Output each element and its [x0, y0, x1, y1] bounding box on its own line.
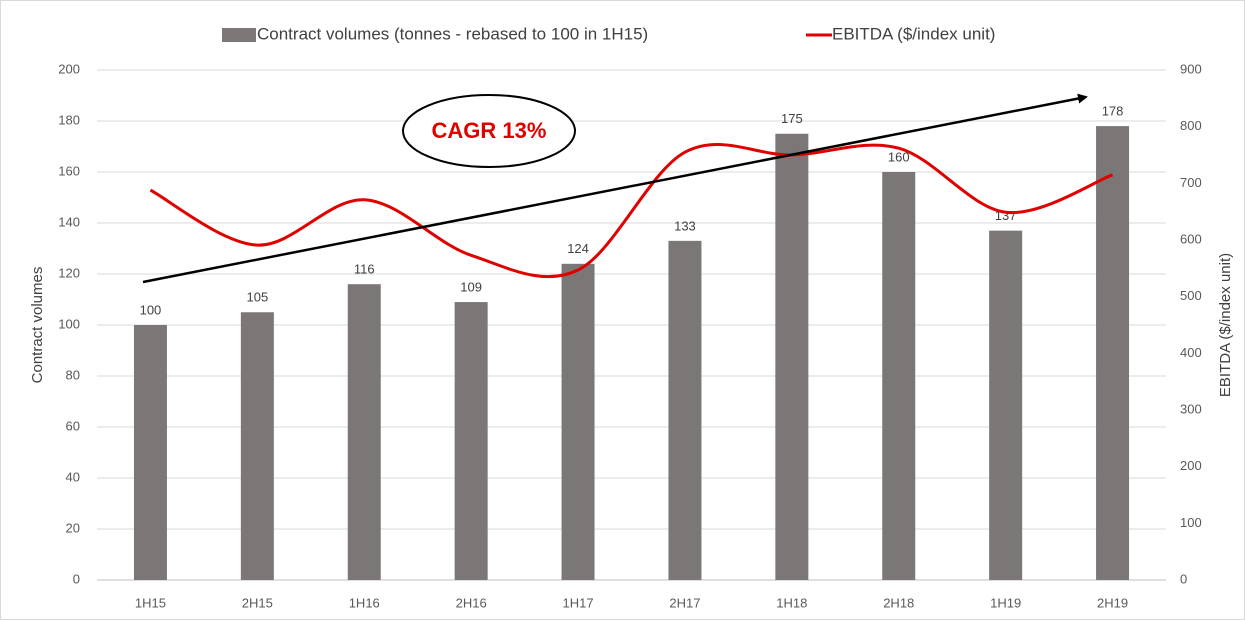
- y-tick-label: 120: [58, 265, 80, 280]
- y2-axis-title: EBITDA ($/index unit): [1217, 253, 1234, 397]
- x-tick-label: 2H18: [883, 595, 914, 610]
- bar: [347, 284, 381, 580]
- x-tick-label: 1H16: [349, 595, 380, 610]
- legend-label: Contract volumes (tonnes - rebased to 10…: [257, 24, 648, 43]
- y2-tick-label: 500: [1180, 288, 1202, 303]
- y2-tick-label: 400: [1180, 345, 1202, 360]
- x-tick-label: 1H18: [776, 595, 807, 610]
- data-label: 100: [140, 302, 162, 317]
- y-tick-label: 140: [58, 214, 80, 229]
- trend-arrow: [142, 93, 1088, 284]
- y2-tick-label: 900: [1180, 61, 1202, 76]
- data-label: 178: [1102, 104, 1124, 119]
- y-tick-label: 20: [66, 520, 80, 535]
- legend-swatch: [222, 28, 256, 42]
- y-tick-label: 0: [73, 571, 80, 586]
- data-label: 124: [567, 241, 589, 256]
- bar: [775, 133, 809, 580]
- bar: [989, 230, 1023, 580]
- bar: [454, 302, 488, 580]
- y2-tick-label: 100: [1180, 515, 1202, 530]
- bar: [133, 325, 167, 580]
- x-tick-label: 1H15: [135, 595, 166, 610]
- x-tick-label: 1H17: [563, 595, 594, 610]
- y-tick-label: 200: [58, 61, 80, 76]
- data-label: 175: [781, 111, 803, 126]
- y2-tick-label: 200: [1180, 458, 1202, 473]
- x-tick-label: 2H15: [242, 595, 273, 610]
- x-tick-label: 2H16: [456, 595, 487, 610]
- y2-tick-label: 800: [1180, 118, 1202, 133]
- bar: [240, 312, 274, 580]
- data-label: 105: [246, 290, 268, 305]
- data-label: 109: [460, 279, 482, 294]
- y-axis-title: Contract volumes: [29, 267, 46, 384]
- bar: [882, 172, 916, 580]
- bar: [1096, 126, 1130, 580]
- y-tick-label: 40: [66, 469, 80, 484]
- line: [149, 142, 1114, 279]
- y-tick-label: 80: [66, 367, 80, 382]
- y2-tick-label: 300: [1180, 401, 1202, 416]
- data-label: 116: [354, 262, 375, 277]
- x-tick-label: 2H17: [669, 595, 700, 610]
- annotation: CAGR 13%: [432, 118, 547, 143]
- bar: [561, 263, 595, 580]
- bar: [668, 240, 702, 580]
- annotation-ellipse: [402, 94, 576, 168]
- legend-label: EBITDA ($/index unit): [832, 24, 995, 43]
- y2-tick-label: 0: [1180, 571, 1187, 586]
- y2-tick-label: 600: [1180, 231, 1202, 246]
- data-label: 160: [888, 149, 910, 164]
- x-tick-label: 1H19: [990, 595, 1021, 610]
- data-label: 133: [674, 218, 696, 233]
- grid: 0 20 40 60 80 100 120 140 160 180 200 0 100 200 300 400…: [58, 61, 1201, 610]
- y-tick-label: 180: [58, 112, 80, 127]
- y-tick-label: 60: [66, 418, 80, 433]
- x-tick-label: 2H19: [1097, 595, 1128, 610]
- y-tick-label: 160: [58, 163, 80, 178]
- y-tick-label: 100: [58, 316, 80, 331]
- y2-tick-label: 700: [1180, 175, 1202, 190]
